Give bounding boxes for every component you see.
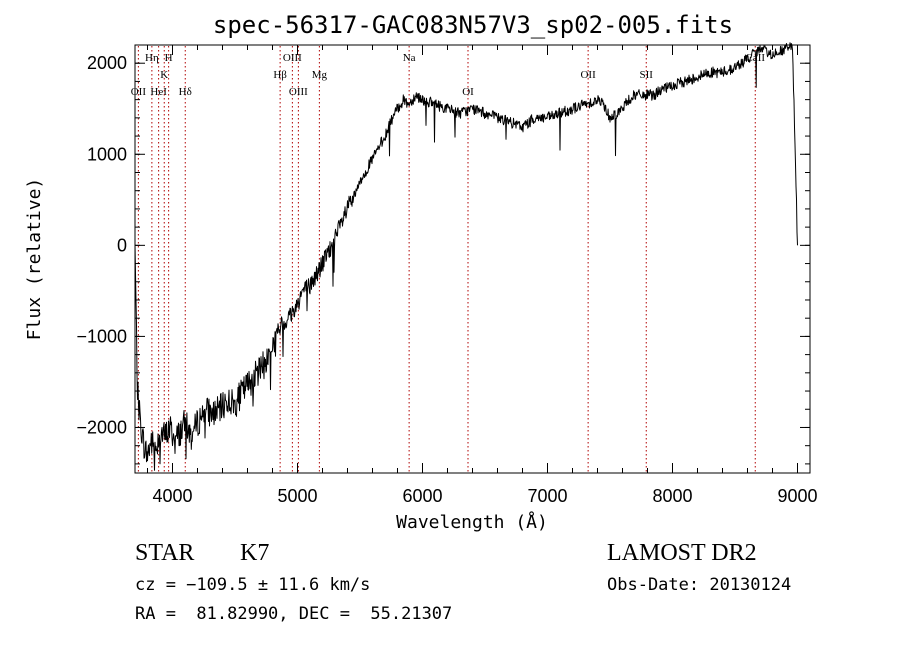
line-marker-label: OII [580,69,596,81]
line-marker-label: Hη [145,52,159,64]
line-marker-label: K [160,69,168,81]
line-marker-label: OIII [283,52,302,64]
coordinates-info: RA = 81.82990, DEC = 55.21307 [135,604,452,624]
object-class: STAR [135,540,194,566]
line-marker-label: OII [131,86,147,98]
y-axis-ticks: −2000 −1000 0 1000 2000 [76,44,810,465]
line-marker-label: OIII [289,86,308,98]
line-marker-label: Na [403,52,416,64]
line-marker-label: H [165,52,173,64]
x-axis-label: Wavelength (Å) [396,511,548,533]
y-tick-label: 1000 [87,144,127,164]
y-tick-label: −2000 [76,417,127,437]
observation-date: Obs-Date: 20130124 [607,575,791,595]
redshift-info: cz = −109.5 ± 11.6 km/s [135,575,370,595]
x-tick-label: 6000 [402,486,442,506]
survey-name: LAMOST DR2 [607,540,757,566]
line-marker-label: Mg [312,69,328,81]
y-tick-label: 2000 [87,53,127,73]
spectrum-line [134,42,798,471]
line-marker-label: Hβ [273,69,287,81]
line-marker-label: SII [640,69,654,81]
y-tick-label: −1000 [76,326,127,346]
y-tick-label: 0 [117,235,127,255]
line-marker-label: Hδ [179,86,192,98]
spectrum-series [134,42,798,471]
line-marker-label: OI [462,86,474,98]
chart-title: spec-56317-GAC083N57V3_sp02-005.fits [213,11,733,39]
x-tick-label: 4000 [152,486,192,506]
x-tick-label: 5000 [277,486,317,506]
line-marker-label: HeI [150,86,167,98]
object-subclass: K7 [240,540,269,566]
y-axis-label: Flux (relative) [24,178,45,341]
x-axis-ticks: 4000 5000 6000 7000 8000 9000 [147,45,818,506]
x-tick-label: 7000 [527,486,567,506]
x-tick-label: 9000 [777,486,817,506]
x-tick-label: 8000 [652,486,692,506]
